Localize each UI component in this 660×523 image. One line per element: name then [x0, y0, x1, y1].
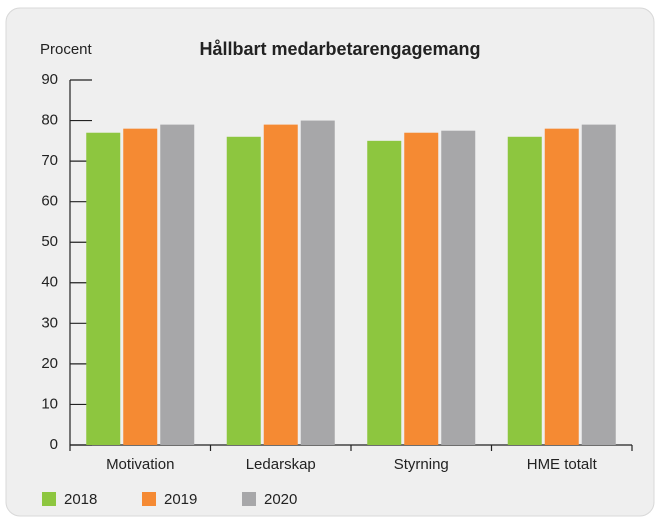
- bar: [404, 132, 439, 445]
- bar: [441, 130, 476, 445]
- y-tick-label: 60: [41, 193, 58, 210]
- x-tick-label: Motivation: [106, 456, 174, 473]
- y-tick-label: 40: [41, 274, 58, 291]
- x-tick-label: Ledarskap: [246, 456, 316, 473]
- bar: [300, 120, 335, 446]
- bar: [367, 140, 402, 446]
- bar: [86, 132, 121, 445]
- bar: [123, 128, 158, 445]
- legend-label: 2020: [264, 491, 297, 508]
- y-tick-label: 0: [50, 436, 58, 453]
- y-tick-label: 80: [41, 112, 58, 129]
- x-tick-label: Styrning: [394, 456, 449, 473]
- y-tick-label: 30: [41, 314, 58, 331]
- chart-title: Hållbart medarbetarengagemang: [199, 39, 480, 59]
- legend-label: 2018: [64, 491, 97, 508]
- y-tick-label: 90: [41, 71, 58, 88]
- y-tick-label: 50: [41, 233, 58, 250]
- y-axis-label: Procent: [40, 41, 93, 58]
- bar: [263, 124, 298, 445]
- bar: [507, 136, 542, 445]
- bar: [581, 124, 616, 445]
- y-tick-label: 20: [41, 355, 58, 372]
- legend-swatch: [142, 492, 156, 506]
- legend-swatch: [242, 492, 256, 506]
- legend-swatch: [42, 492, 56, 506]
- x-tick-label: HME totalt: [527, 456, 598, 473]
- bar: [226, 136, 261, 445]
- legend-label: 2019: [164, 491, 197, 508]
- bar: [160, 124, 195, 445]
- bar: [544, 128, 579, 445]
- y-tick-label: 10: [41, 395, 58, 412]
- y-tick-label: 70: [41, 152, 58, 169]
